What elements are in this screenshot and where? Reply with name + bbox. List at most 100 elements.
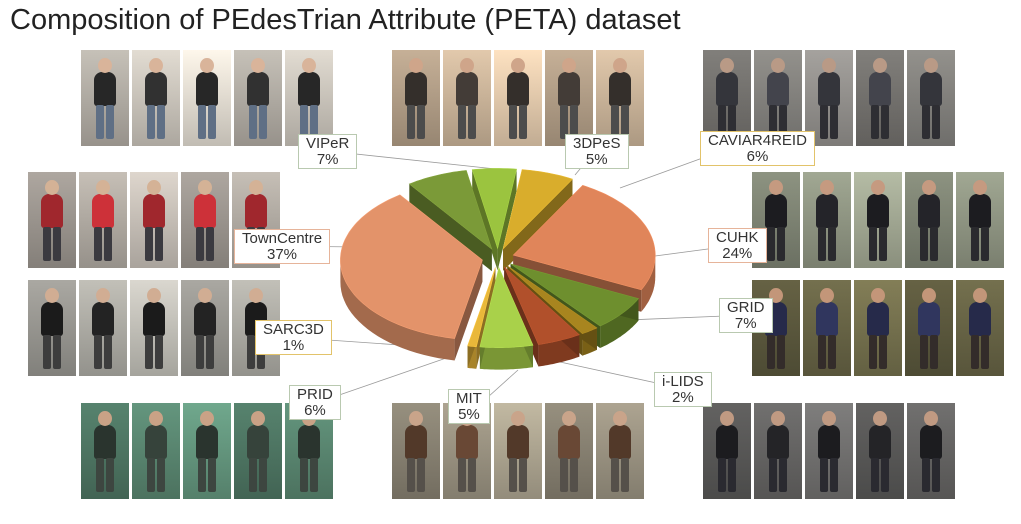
slice-label-3dpes: 3DPeS 5% <box>565 134 629 169</box>
slice-label-percent: 2% <box>672 389 694 406</box>
pedestrian-photo-3dpes <box>443 50 491 146</box>
pie-slice-side <box>340 260 455 361</box>
pedestrian-photo-caviar4reid <box>754 50 802 146</box>
pie-slice-top <box>512 184 656 291</box>
pedestrian-photo-caviar4reid <box>703 50 751 146</box>
slice-label-name: PRID <box>297 386 333 403</box>
slice-label-percent: 6% <box>746 148 769 165</box>
pie-slice-top <box>503 266 580 345</box>
pie-slice-top <box>502 169 574 250</box>
pedestrian-photo-towncentre <box>181 172 229 268</box>
pedestrian-photo-i-lids <box>805 403 853 499</box>
pedestrian-photo-viper <box>132 50 180 146</box>
slice-label-name: CAVIAR4REID <box>708 132 807 149</box>
slice-label-name: GRID <box>727 299 765 316</box>
pie-slice-top <box>471 168 517 250</box>
pedestrian-photo-i-lids <box>703 403 751 499</box>
pedestrian-photo-cuhk <box>956 172 1004 268</box>
pedestrian-photo-mit <box>596 403 644 499</box>
slice-label-towncentre: TownCentre 37% <box>234 229 331 264</box>
slice-label-name: CUHK <box>716 229 759 246</box>
slice-label-percent: 24% <box>722 245 753 262</box>
pie-slice-top <box>507 265 598 335</box>
slice-label-percent: 5% <box>458 406 480 423</box>
pie-slice-viper <box>408 170 493 272</box>
pedestrian-photo-cuhk <box>803 172 851 268</box>
pedestrian-photo-sarc3d <box>130 280 178 376</box>
pedestrian-photo-towncentre <box>28 172 76 268</box>
slice-label-percent: 37% <box>267 246 298 263</box>
pedestrian-photo-i-lids <box>856 403 904 499</box>
pie-slice-prid <box>479 266 534 370</box>
pedestrian-photo-3dpes <box>494 50 542 146</box>
leader-line-viper <box>327 150 506 171</box>
slice-label-percent: 1% <box>282 337 305 354</box>
pie-slices <box>340 168 656 370</box>
pedestrian-photo-viper <box>183 50 231 146</box>
pie-slice-cut <box>409 184 492 272</box>
slice-label-viper: VIPeR 7% <box>298 134 358 169</box>
pie-slice-cut <box>454 260 483 361</box>
slice-label-name: i-LIDS <box>662 373 704 390</box>
pie-slice-side <box>479 345 533 370</box>
pedestrian-photo-i-lids <box>754 403 802 499</box>
pedestrian-photo-3dpes <box>596 50 644 146</box>
pedestrian-photo-cuhk <box>854 172 902 268</box>
slice-label-name: TownCentre <box>242 230 323 247</box>
slice-label-sarc3d: SARC3D 1% <box>255 320 332 355</box>
pie-slice-side <box>641 255 656 312</box>
pedestrian-photo-prid <box>81 403 129 499</box>
pedestrian-photo-grid <box>803 280 851 376</box>
pedestrian-photo-sarc3d <box>79 280 127 376</box>
slice-label-mit: MIT 5% <box>448 389 490 424</box>
pedestrian-photo-towncentre <box>79 172 127 268</box>
slice-label-caviar4reid: CAVIAR4REID 6% <box>700 131 815 166</box>
pie-slice-3dpes <box>471 168 517 271</box>
page-title: Composition of PEdesTrian Attribute (PET… <box>10 4 681 36</box>
pie-slice-towncentre <box>340 194 483 361</box>
slice-label-percent: 6% <box>304 402 326 419</box>
slice-label-i-lids: i-LIDS 2% <box>654 372 712 407</box>
pedestrian-photo-cuhk <box>905 172 953 268</box>
pedestrian-photo-caviar4reid <box>805 50 853 146</box>
pedestrian-photo-viper <box>285 50 333 146</box>
pie-slice-cut <box>472 169 498 271</box>
leader-line-prid <box>318 354 456 403</box>
pie-slice-top <box>467 267 496 347</box>
slice-label-percent: 5% <box>585 151 608 168</box>
slice-label-grid: GRID 7% <box>719 298 773 333</box>
slice-label-name: SARC3D <box>263 321 324 338</box>
pedestrian-photo-mit <box>494 403 542 499</box>
slice-label-name: VIPeR <box>306 135 350 152</box>
pedestrian-photo-viper <box>234 50 282 146</box>
pie-slice-top <box>510 263 640 327</box>
pedestrian-photo-sarc3d <box>28 280 76 376</box>
pedestrian-photo-prid <box>234 403 282 499</box>
slice-label-name: MIT <box>456 390 482 407</box>
pedestrian-photo-mit <box>392 403 440 499</box>
slice-label-percent: 7% <box>316 151 339 168</box>
pedestrian-photo-sarc3d <box>181 280 229 376</box>
pedestrian-photo-caviar4reid <box>856 50 904 146</box>
pedestrian-photo-towncentre <box>130 172 178 268</box>
pie-slice-top <box>408 170 493 251</box>
slice-label-name: 3DPeS <box>573 135 621 152</box>
pedestrian-photo-grid <box>956 280 1004 376</box>
pedestrian-photo-3dpes <box>392 50 440 146</box>
pie-slice-top <box>340 194 483 339</box>
pedestrian-photo-viper <box>81 50 129 146</box>
pie-slice-top <box>479 266 534 348</box>
slice-label-prid: PRID 6% <box>289 385 341 420</box>
pedestrian-photo-prid <box>132 403 180 499</box>
pedestrian-photo-3dpes <box>545 50 593 146</box>
slice-label-cuhk: CUHK 24% <box>708 228 767 263</box>
pedestrian-photo-grid <box>854 280 902 376</box>
pedestrian-photo-grid <box>905 280 953 376</box>
pedestrian-photo-caviar4reid <box>907 50 955 146</box>
pedestrian-photo-prid <box>183 403 231 499</box>
pedestrian-photo-mit <box>545 403 593 499</box>
pedestrian-photo-i-lids <box>907 403 955 499</box>
slice-label-percent: 7% <box>734 315 757 332</box>
